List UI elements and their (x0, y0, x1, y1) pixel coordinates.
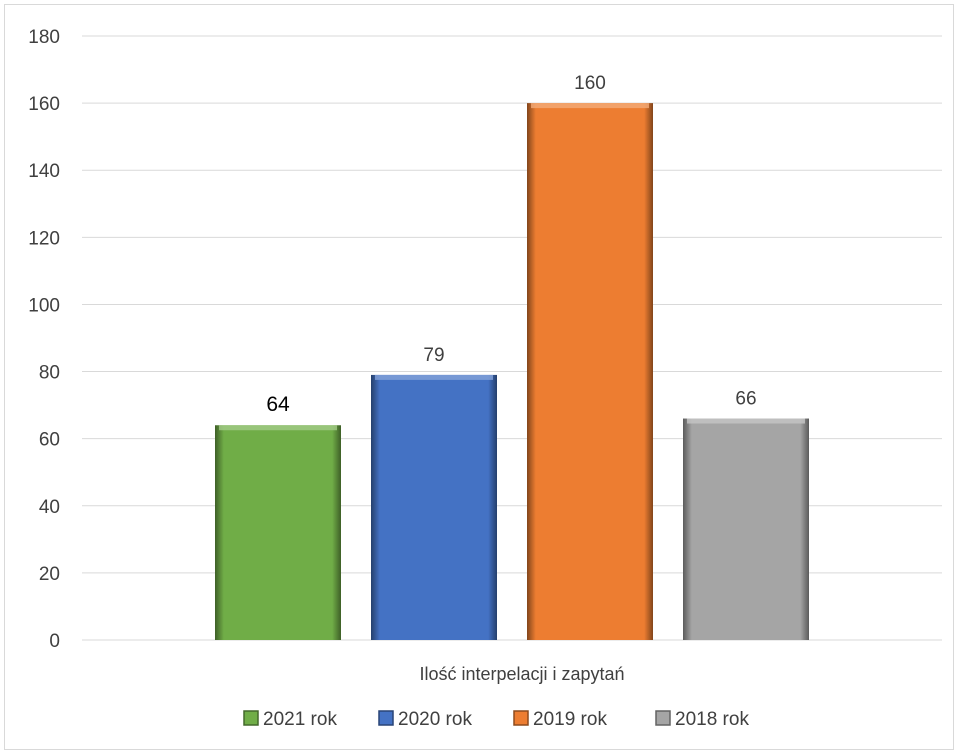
bar-bevel (687, 418, 805, 424)
legend: 2021 rok 2020 rok 2019 rok 2018 rok (243, 709, 749, 730)
legend-label: 2020 rok (398, 709, 472, 730)
x-axis-title: Ilość interpelacji i zapytań (419, 664, 624, 684)
legend-swatch (513, 710, 529, 726)
data-labels: 64 79 160 66 (266, 73, 756, 416)
legend-item: 2018 rok (655, 709, 749, 730)
y-tick-label: 140 (28, 161, 60, 182)
y-axis-ticks: 0 20 40 60 80 100 120 140 160 180 (28, 27, 60, 652)
gridlines (82, 35, 942, 641)
legend-item: 2021 rok (243, 709, 337, 730)
data-label: 79 (423, 345, 444, 366)
y-tick-label: 0 (49, 631, 60, 652)
bar-bevel (219, 425, 337, 431)
legend-label: 2021 rok (263, 709, 337, 730)
y-tick-label: 40 (39, 497, 60, 518)
legend-swatch (378, 710, 394, 726)
y-tick-label: 60 (39, 430, 60, 451)
legend-swatch (243, 710, 259, 726)
legend-swatch (655, 710, 671, 726)
data-label: 64 (266, 393, 290, 416)
legend-item: 2020 rok (378, 709, 472, 730)
bar-2018-rok (683, 418, 809, 640)
bar-2020-rok (371, 374, 497, 640)
y-tick-label: 120 (28, 228, 60, 249)
y-tick-label: 100 (28, 295, 60, 316)
legend-item: 2019 rok (513, 709, 607, 730)
y-tick-label: 20 (39, 564, 60, 585)
bar-bevel (375, 374, 493, 380)
bars (215, 103, 809, 641)
y-tick-label: 180 (28, 27, 60, 48)
y-tick-label: 160 (28, 94, 60, 115)
y-tick-label: 80 (39, 363, 60, 384)
data-label: 160 (574, 73, 606, 94)
legend-label: 2018 rok (675, 709, 749, 730)
bar-2021-rok (215, 425, 341, 640)
bar-bevel (531, 103, 649, 109)
legend-label: 2019 rok (533, 709, 607, 730)
data-label: 66 (735, 389, 756, 410)
bar-2019-rok (527, 103, 653, 641)
